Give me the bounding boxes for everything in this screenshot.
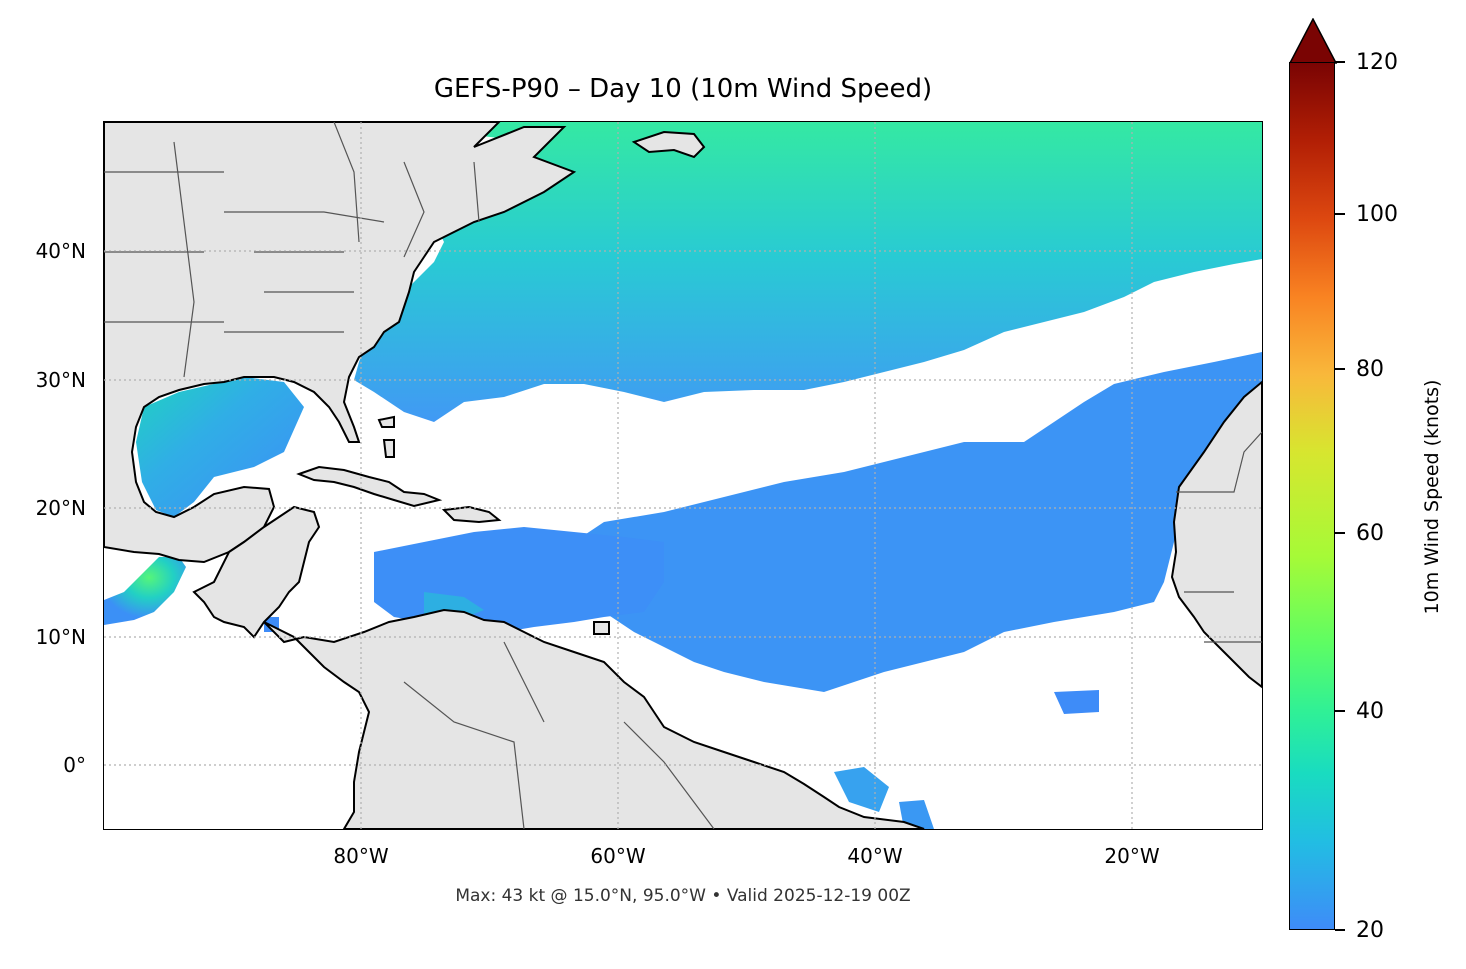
x-tick-20w: 20°W (1104, 844, 1160, 868)
colorbar-tick (1335, 929, 1345, 931)
x-tick-40w: 40°W (847, 844, 903, 868)
country-state-borders (104, 122, 1262, 829)
colorbar-label-20: 20 (1356, 918, 1384, 943)
graticule (104, 122, 1262, 829)
colorbar-title: 10m Wind Speed (knots) (1421, 379, 1443, 615)
max-valid-footer: Max: 43 kt @ 15.0°N, 95.0°W • Valid 2025… (455, 886, 911, 906)
colorbar-tick (1335, 710, 1345, 712)
y-tick-0: 0° (63, 753, 86, 777)
colorbar-tick (1335, 61, 1345, 63)
y-tick-40n: 40°N (35, 239, 86, 263)
wind-field (104, 122, 1262, 829)
y-tick-30n: 30°N (35, 368, 86, 392)
colorbar-label-120: 120 (1356, 50, 1398, 75)
colorbar-tick (1335, 213, 1345, 215)
chart-title: GEFS-P90 – Day 10 (10m Wind Speed) (433, 74, 933, 104)
colorbar (1289, 62, 1335, 930)
colorbar-label-60: 60 (1356, 521, 1384, 546)
colorbar-label-80: 80 (1356, 357, 1384, 382)
y-tick-20n: 20°N (35, 496, 86, 520)
colorbar-tick (1335, 532, 1345, 534)
x-tick-80w: 80°W (333, 844, 389, 868)
map-plot-area (104, 122, 1262, 829)
colorbar-tick (1335, 368, 1345, 370)
map-canvas (104, 122, 1262, 829)
land (104, 122, 1262, 829)
y-tick-10n: 10°N (35, 625, 86, 649)
colorbar-label-40: 40 (1356, 699, 1384, 724)
x-tick-60w: 60°W (590, 844, 646, 868)
colorbar-label-100: 100 (1356, 202, 1398, 227)
